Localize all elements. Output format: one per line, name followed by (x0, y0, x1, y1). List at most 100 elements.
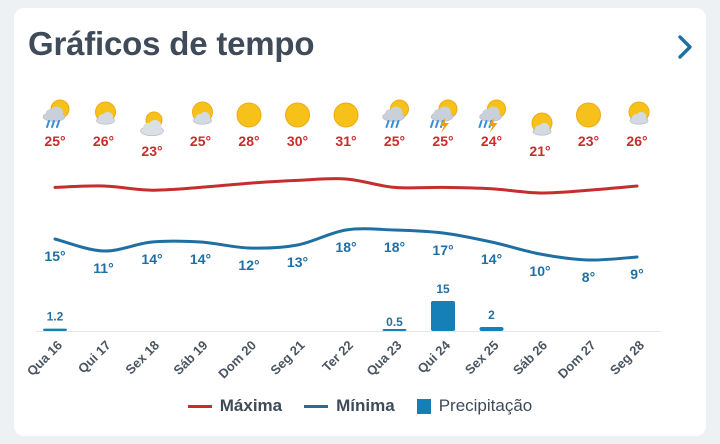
cloud-shape (539, 122, 550, 134)
min-temp-label: 14° (481, 251, 502, 267)
sun-shape (236, 102, 262, 128)
max-temp-label: 21° (529, 143, 550, 159)
legend-min-swatch (304, 404, 329, 408)
max-temp-label: 26° (93, 133, 114, 149)
chart-legend: Máxima Mínima Precipitação (14, 396, 706, 416)
thunderstorm-icon (430, 99, 458, 133)
legend-precip[interactable]: Precipitação (416, 396, 533, 416)
precip-label: 2 (488, 308, 495, 322)
max-temp-label: 25° (384, 133, 405, 149)
day-label: Sáb 26 (510, 338, 550, 378)
rain-drop (385, 120, 390, 128)
sun-icon (333, 102, 359, 128)
day-label: Qui 24 (414, 337, 453, 376)
cloud-shape (636, 111, 647, 123)
day-label: Ter 22 (319, 338, 356, 375)
sun-icon (236, 102, 262, 128)
min-temp-label: 15° (44, 248, 65, 264)
min-temp-label: 18° (335, 239, 356, 255)
partly-sunny-icon (95, 101, 116, 125)
max-temp-label: 25° (44, 133, 65, 149)
day-label: Dom 27 (555, 338, 599, 382)
precip-label: 1.2 (47, 310, 64, 324)
cloud-shape (199, 111, 210, 123)
min-temp-label: 13° (287, 254, 308, 270)
max-temp-label: 28° (238, 133, 259, 149)
day-label: Dom 20 (215, 338, 259, 382)
legend-precip-label: Precipitação (438, 396, 533, 415)
max-temp-label: 23° (578, 133, 599, 149)
lightning-bolt (440, 118, 449, 133)
precip-bar (382, 329, 407, 331)
cloud-shape (50, 106, 63, 120)
legend-min-label: Mínima (336, 396, 395, 415)
weather-chart-card: Gráficos de tempo 25° 15° 1.2 Qua 16 26° 11° Q… (14, 8, 706, 436)
max-temp-label: 23° (141, 143, 162, 159)
precip-bar (43, 328, 67, 331)
weather-chart: 25° 15° 1.2 Qua 16 26° 11° Qui 17 23° 14° Sex 18 2… (24, 99, 661, 382)
precip-label: 15 (436, 282, 450, 296)
day-label: Seg 28 (607, 338, 647, 378)
day-label: Qui 17 (75, 338, 114, 377)
cloud-shape (148, 119, 162, 134)
max-temp-label: 30° (287, 133, 308, 149)
legend-max-swatch (187, 404, 212, 408)
day-label: Qua 16 (24, 338, 65, 379)
min-temp-label: 8° (582, 269, 595, 285)
rain-drop (483, 120, 488, 128)
legend-max[interactable]: Máxima (187, 396, 283, 416)
chevron-right-icon[interactable] (674, 32, 696, 62)
cloud-shape (389, 106, 403, 120)
precip-bar (479, 327, 504, 331)
legend-precip-swatch (416, 398, 431, 414)
thunderstorm-icon (478, 99, 506, 133)
max-temp-label: 25° (190, 133, 211, 149)
rain-drop (478, 120, 483, 128)
sun-icon (576, 102, 601, 128)
legend-max-label: Máxima (219, 396, 283, 415)
precip-bar (431, 301, 455, 331)
min-temp-label: 17° (432, 242, 453, 258)
min-temp-label: 18° (384, 239, 405, 255)
max-temp-label: 26° (626, 133, 647, 149)
sun-shape (576, 102, 601, 128)
cloud-shape (102, 111, 113, 123)
min-temp-label: 11° (93, 260, 113, 276)
partly-sunny-icon (192, 101, 213, 125)
min-series-line (53, 227, 639, 262)
min-temp-label: 9° (630, 266, 643, 282)
max-temp-label: 25° (432, 133, 453, 149)
rain-cloud-sun-icon (42, 99, 70, 128)
day-label: Sex 18 (122, 338, 162, 378)
day-label: Qua 23 (363, 338, 404, 379)
cloud-sun-icon (140, 111, 164, 137)
rain-drop (46, 120, 50, 128)
cloud-shape (438, 106, 452, 120)
partly-sunny-icon (531, 112, 553, 136)
precip-label: 0.5 (386, 315, 403, 329)
max-temp-label: 24° (481, 133, 502, 149)
rain-drop (56, 120, 60, 128)
min-temp-label: 14° (141, 251, 162, 267)
sun-icon (285, 102, 310, 128)
rain-drop (435, 120, 439, 128)
sun-shape (285, 102, 310, 128)
max-temp-label: 31° (335, 133, 356, 149)
day-label: Sex 25 (462, 338, 502, 378)
rain-drop (390, 120, 395, 128)
min-temp-label: 12° (238, 257, 259, 273)
day-label: Seg 21 (267, 338, 307, 378)
partly-sunny-icon (628, 101, 650, 125)
min-temp-label: 14° (190, 251, 211, 267)
rain-drop (430, 120, 434, 128)
sun-shape (333, 102, 359, 128)
legend-min[interactable]: Mínima (304, 396, 395, 416)
day-label: Sáb 19 (170, 338, 210, 378)
rain-drop (51, 120, 55, 128)
cloud-shape (486, 106, 500, 120)
rain-cloud-sun-icon (382, 99, 409, 128)
max-series-line (53, 177, 639, 195)
lightning-bolt (488, 118, 498, 133)
page-title: Gráficos de tempo (28, 25, 315, 62)
rain-drop (395, 120, 400, 128)
